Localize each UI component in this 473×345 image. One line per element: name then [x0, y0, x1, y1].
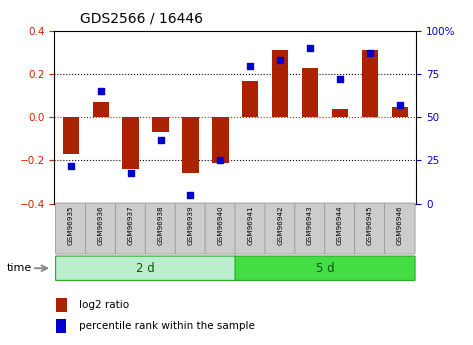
Point	[127, 170, 134, 175]
FancyBboxPatch shape	[86, 203, 116, 254]
Bar	[242, 81, 258, 117]
FancyBboxPatch shape	[235, 256, 415, 280]
Text: percentile rank within the sample: percentile rank within the sample	[79, 321, 254, 331]
Bar	[272, 50, 289, 117]
FancyBboxPatch shape	[115, 203, 146, 254]
Bar	[212, 117, 228, 162]
Point	[307, 46, 314, 51]
Text: GSM96944: GSM96944	[337, 206, 343, 245]
FancyBboxPatch shape	[325, 203, 355, 254]
FancyBboxPatch shape	[355, 203, 385, 254]
Text: GSM96937: GSM96937	[128, 206, 134, 245]
Bar	[56, 319, 66, 333]
FancyBboxPatch shape	[56, 203, 86, 254]
Bar	[123, 117, 139, 169]
Text: 2 d: 2 d	[136, 262, 155, 275]
Text: GSM96946: GSM96946	[397, 206, 403, 245]
Text: GSM96943: GSM96943	[307, 206, 313, 245]
Point	[157, 137, 164, 142]
Point	[97, 89, 105, 94]
Point	[187, 192, 194, 198]
Text: GSM96938: GSM96938	[158, 206, 164, 245]
Bar	[362, 50, 378, 117]
Bar	[182, 117, 199, 173]
Point	[276, 58, 284, 63]
FancyBboxPatch shape	[235, 203, 265, 254]
Point	[246, 63, 254, 68]
Point	[217, 158, 224, 163]
Text: GSM96945: GSM96945	[367, 206, 373, 245]
FancyBboxPatch shape	[145, 203, 176, 254]
Text: GSM96941: GSM96941	[247, 206, 253, 245]
Point	[396, 102, 403, 108]
Text: GSM96939: GSM96939	[187, 206, 193, 245]
Point	[336, 77, 344, 82]
Point	[67, 163, 75, 168]
FancyBboxPatch shape	[205, 203, 236, 254]
Text: GSM96935: GSM96935	[68, 206, 74, 245]
Point	[366, 51, 374, 56]
Bar	[392, 107, 408, 117]
Text: GSM96936: GSM96936	[98, 206, 104, 245]
Text: GDS2566 / 16446: GDS2566 / 16446	[80, 11, 203, 26]
Text: log2 ratio: log2 ratio	[79, 300, 129, 310]
FancyBboxPatch shape	[175, 203, 206, 254]
FancyBboxPatch shape	[56, 256, 236, 280]
Bar	[152, 117, 169, 132]
Text: 5 d: 5 d	[315, 262, 334, 275]
Bar	[332, 109, 348, 117]
Text: GSM96940: GSM96940	[218, 206, 223, 245]
FancyBboxPatch shape	[295, 203, 325, 254]
Bar	[56, 298, 67, 312]
Bar	[302, 68, 318, 117]
Bar	[62, 117, 79, 154]
Text: GSM96942: GSM96942	[277, 206, 283, 245]
Text: time: time	[7, 264, 32, 273]
FancyBboxPatch shape	[265, 203, 296, 254]
Bar	[93, 102, 109, 117]
FancyBboxPatch shape	[385, 203, 415, 254]
